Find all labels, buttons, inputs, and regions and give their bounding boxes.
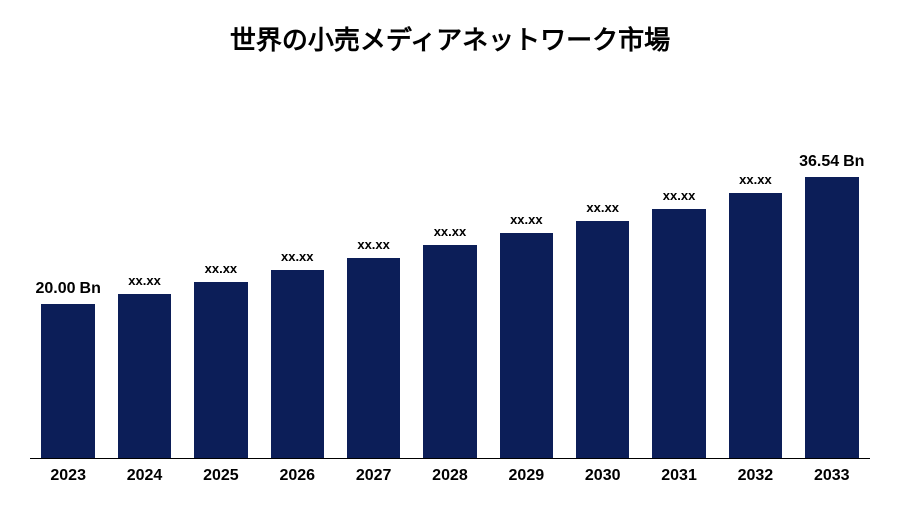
bar (194, 282, 247, 458)
bar-value-text: 20.00 (35, 280, 75, 297)
bar-value-text: xx.xx (510, 212, 543, 227)
bar-value-text: xx.xx (281, 249, 314, 264)
chart-container: 世界の小売メディアネットワーク市場 20.00 Bn xx.xx xx.xx xx.xx… (0, 0, 900, 525)
x-tick: 2033 (794, 467, 870, 485)
bar (118, 294, 171, 458)
bar-value-label: xx.xx (357, 237, 390, 252)
bar-value-text: xx.xx (357, 237, 390, 252)
bar-value-text: xx.xx (663, 188, 696, 203)
bar-value-label: xx.xx (586, 200, 619, 215)
bar-value-suffix: Bn (843, 153, 864, 170)
bar (652, 209, 705, 458)
bar-value-text: xx.xx (586, 200, 619, 215)
bar-value-text: 36.54 (799, 153, 839, 170)
bar-value-label: xx.xx (663, 188, 696, 203)
bar (729, 193, 782, 458)
bar-value-label: 20.00 Bn (35, 280, 100, 298)
x-tick: 2029 (488, 467, 564, 485)
bar-value-label: 36.54Bn (799, 153, 864, 171)
chart-title: 世界の小売メディアネットワーク市場 (30, 20, 870, 57)
x-tick: 2031 (641, 467, 717, 485)
bar (271, 270, 324, 458)
bar-slot: xx.xx (259, 109, 335, 458)
x-tick: 2026 (259, 467, 335, 485)
x-tick: 2030 (565, 467, 641, 485)
bar (347, 258, 400, 458)
bars-group: 20.00 Bn xx.xx xx.xx xx.xx xx.xx xx.xx xx.xx xx.… (30, 109, 870, 458)
bar-value-label: xx.xx (205, 261, 238, 276)
plot-area: 20.00 Bn xx.xx xx.xx xx.xx xx.xx xx.xx xx.xx xx.… (30, 109, 870, 459)
x-tick: 2025 (183, 467, 259, 485)
bar-slot: xx.xx (412, 109, 488, 458)
bar-slot: xx.xx (641, 109, 717, 458)
bar-slot: xx.xx (488, 109, 564, 458)
bar-value-text: xx.xx (205, 261, 238, 276)
bar (500, 233, 553, 458)
bar-value-text: xx.xx (739, 172, 772, 187)
bar-slot: xx.xx (717, 109, 793, 458)
bar-value-label: xx.xx (739, 172, 772, 187)
bar-value-label: xx.xx (510, 212, 543, 227)
bar (423, 245, 476, 458)
x-tick: 2028 (412, 467, 488, 485)
bar (576, 221, 629, 458)
bar-slot: xx.xx (106, 109, 182, 458)
x-tick: 2023 (30, 467, 106, 485)
x-tick: 2032 (717, 467, 793, 485)
bar-slot: xx.xx (335, 109, 411, 458)
bar-value-label: xx.xx (281, 249, 314, 264)
x-tick: 2024 (106, 467, 182, 485)
bar-value-suffix: Bn (80, 280, 101, 297)
bar-value-label: xx.xx (128, 273, 161, 288)
bar (805, 177, 858, 458)
bar-value-text: xx.xx (128, 273, 161, 288)
bar-slot: xx.xx (183, 109, 259, 458)
x-tick: 2027 (335, 467, 411, 485)
bar-slot: 36.54Bn (794, 109, 870, 458)
bar-value-text: xx.xx (434, 224, 467, 239)
bar-slot: xx.xx (565, 109, 641, 458)
bar (41, 304, 94, 458)
bar-slot: 20.00 Bn (30, 109, 106, 458)
bar-value-label: xx.xx (434, 224, 467, 239)
x-axis: 2023202420252026202720282029203020312032… (30, 467, 870, 485)
